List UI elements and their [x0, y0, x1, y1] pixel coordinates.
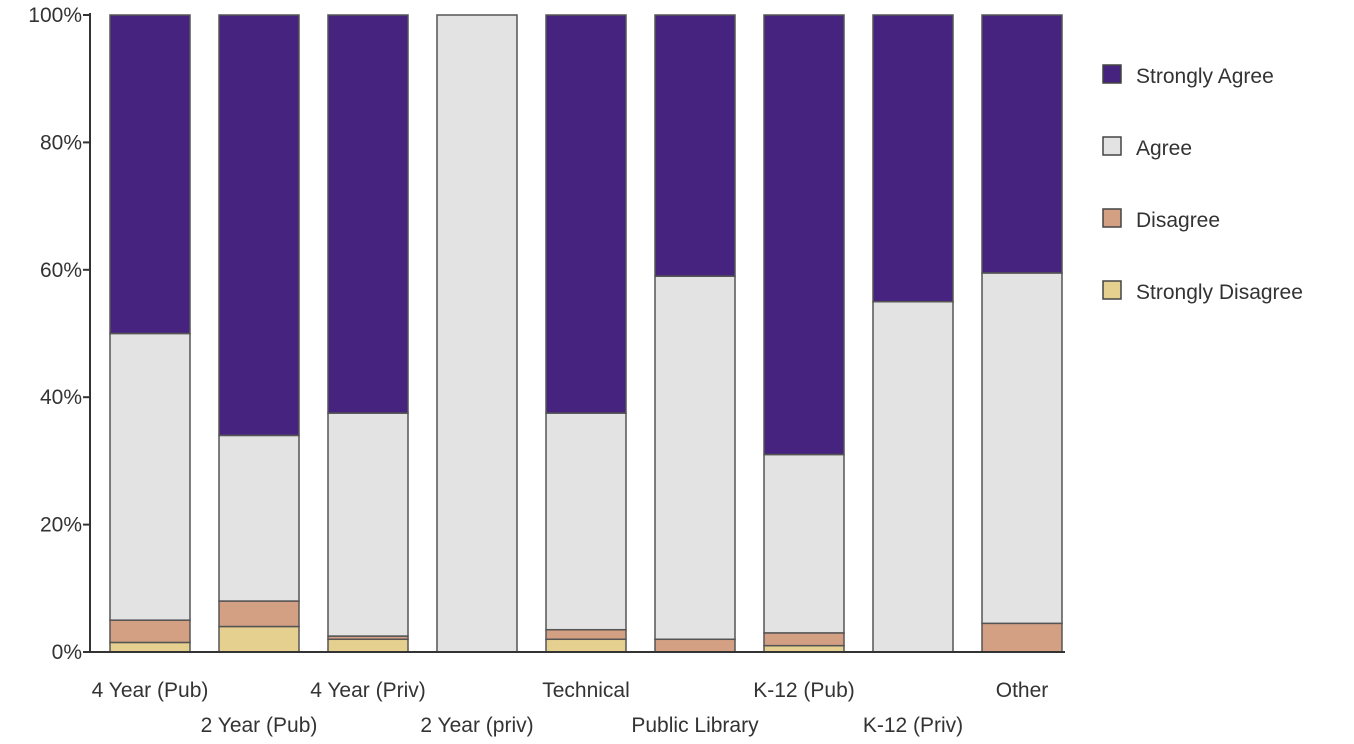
y-tick-label: 100%	[28, 4, 82, 27]
bar-segment-agree	[109, 332, 191, 621]
bar-segment-strongly-agree	[327, 14, 409, 414]
y-tick-label: 0%	[52, 641, 82, 664]
bar-segment-strongly-agree	[872, 14, 954, 303]
bar-segment-agree	[545, 412, 627, 631]
legend-label: Strongly Disagree	[1136, 281, 1303, 304]
category-label: 2 Year (priv)	[420, 714, 533, 737]
bar-segment-strongly-agree	[545, 14, 627, 414]
bar-segment-strongly-agree	[654, 14, 736, 277]
category-label: 2 Year (Pub)	[201, 714, 318, 737]
category-label: 4 Year (Priv)	[310, 679, 426, 702]
bar-segment-strongly-agree	[763, 14, 845, 456]
bar-segment-disagree	[218, 600, 300, 628]
bar-segment-disagree	[545, 628, 627, 641]
bar-segment-strongly-disagree	[327, 638, 409, 653]
category-label: Technical	[542, 679, 630, 702]
y-tick-label: 20%	[40, 514, 82, 537]
bar-segment-strongly-disagree	[109, 641, 191, 653]
bar-segment-disagree	[981, 622, 1063, 653]
category-label: 4 Year (Pub)	[92, 679, 209, 702]
legend: Strongly Agree Agree Disagree Strongly Disa…	[1102, 64, 1303, 304]
legend-label: Agree	[1136, 137, 1192, 160]
bar-segment-disagree	[654, 638, 736, 653]
bar-segment-agree	[654, 275, 736, 641]
category-label: Public Library	[631, 714, 759, 737]
category-label: K-12 (Priv)	[863, 714, 963, 737]
legend-swatch	[1102, 136, 1122, 156]
bar-segment-agree	[218, 434, 300, 602]
bar-segment-agree	[872, 300, 954, 653]
bars-group	[109, 14, 1063, 653]
axes-group: 0% 20% 40% 60% 80% 100%	[28, 4, 1065, 664]
bar-segment-strongly-agree	[218, 14, 300, 437]
bar-segment-agree	[763, 453, 845, 634]
bar-segment-agree	[327, 412, 409, 637]
legend-swatch	[1102, 280, 1122, 300]
legend-swatch	[1102, 208, 1122, 228]
y-tick-label: 40%	[40, 386, 82, 409]
bar-segment-strongly-disagree	[218, 625, 300, 653]
y-tick-label: 60%	[40, 259, 82, 282]
category-label: K-12 (Pub)	[753, 679, 855, 702]
legend-swatch	[1102, 64, 1122, 84]
bar-segment-strongly-agree	[981, 14, 1063, 274]
bar-segment-agree	[436, 14, 518, 653]
bar-segment-agree	[981, 272, 1063, 625]
category-labels: 4 Year (Pub) 2 Year (Pub) 4 Year (Priv) 2 Y…	[92, 679, 1049, 737]
legend-label: Disagree	[1136, 209, 1220, 232]
bar-segment-strongly-agree	[109, 14, 191, 335]
category-label: Other	[996, 679, 1049, 702]
bar-segment-disagree	[109, 619, 191, 644]
y-tick-label: 80%	[40, 131, 82, 154]
bar-segment-strongly-disagree	[545, 638, 627, 653]
legend-label: Strongly Agree	[1136, 65, 1274, 88]
bar-segment-disagree	[763, 632, 845, 647]
